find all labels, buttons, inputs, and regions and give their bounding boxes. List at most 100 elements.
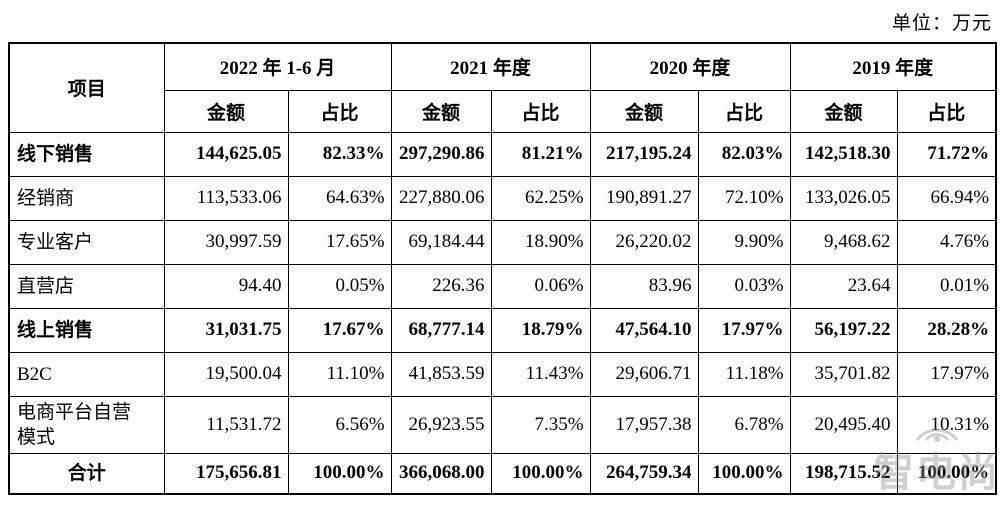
ratio-cell: 18.90% [490,219,591,265]
ratio-cell: 0.03% [697,263,791,309]
amount-cell: 47,564.10 [589,307,699,353]
table-row: 合计 175,656.81 100.00% 366,068.00 100.00% 264,… [8,452,997,495]
amount-cell: 83.96 [589,263,699,309]
item-column-header: 项目 [8,42,165,133]
period-header-2021: 2021 年度 [390,42,591,91]
ratio-cell: 81.21% [490,131,591,177]
ratio-header: 占比 [287,89,392,133]
ratio-cell: 17.65% [287,219,392,265]
amount-cell: 297,290.86 [390,131,492,177]
table-row: 电商平台自营模式 11,531.72 6.56% 26,923.55 7.35% 17,9… [8,395,997,454]
amount-cell: 17,957.38 [589,395,699,454]
ratio-cell: 6.56% [287,395,392,454]
row-item-label: 电商平台自营模式 [8,395,165,454]
period-header-2020: 2020 年度 [589,42,791,91]
period-header-2019: 2019 年度 [789,42,997,91]
amount-header: 金额 [589,89,699,133]
amount-cell: 264,759.34 [589,452,699,495]
amount-cell: 19,500.04 [163,351,289,397]
amount-cell: 26,220.02 [589,219,699,265]
ratio-cell: 4.76% [896,219,997,265]
table-body: 线下销售 144,625.05 82.33% 297,290.86 81.21% 217,… [8,131,997,495]
header-group-row: 项目 2022 年 1-6 月 2021 年度 2020 年度 2019 年度 [8,42,997,133]
ratio-cell: 64.63% [287,175,392,221]
ratio-cell: 82.33% [287,131,392,177]
ratio-cell: 10.31% [896,395,997,454]
ratio-cell: 17.67% [287,307,392,353]
ratio-cell: 9.90% [697,219,791,265]
sales-breakdown-table: 项目 2022 年 1-6 月 2021 年度 2020 年度 2019 年度 … [8,42,998,495]
ratio-cell: 17.97% [697,307,791,353]
amount-cell: 35,701.82 [789,351,898,397]
ratio-cell: 82.03% [697,131,791,177]
amount-cell: 20,495.40 [789,395,898,454]
amount-cell: 198,715.52 [789,452,898,495]
amount-cell: 11,531.72 [163,395,289,454]
table-header: 项目 2022 年 1-6 月 2021 年度 2020 年度 2019 年度 … [8,42,997,133]
ratio-cell: 11.18% [697,351,791,397]
amount-cell: 142,518.30 [789,131,898,177]
amount-cell: 31,031.75 [163,307,289,353]
row-item-label: 直营店 [8,263,165,309]
ratio-header: 占比 [490,89,591,133]
table-row: 线下销售 144,625.05 82.33% 297,290.86 81.21% 217,… [8,131,997,177]
amount-cell: 226.36 [390,263,492,309]
unit-label: 单位：万元 [891,13,992,34]
ratio-cell: 18.79% [490,307,591,353]
amount-cell: 9,468.62 [789,219,898,265]
amount-cell: 41,853.59 [390,351,492,397]
ratio-cell: 28.28% [896,307,997,353]
ratio-header: 占比 [896,89,997,133]
amount-cell: 190,891.27 [589,175,699,221]
ratio-cell: 62.25% [490,175,591,221]
ratio-cell: 72.10% [697,175,791,221]
amount-cell: 68,777.14 [390,307,492,353]
amount-header: 金额 [390,89,492,133]
amount-cell: 366,068.00 [390,452,492,495]
table-row: 经销商 113,533.06 64.63% 227,880.06 62.25% 190,8… [8,175,997,221]
row-item-label: 线上销售 [8,307,165,353]
amount-cell: 30,997.59 [163,219,289,265]
ratio-cell: 7.35% [490,395,591,454]
amount-cell: 26,923.55 [390,395,492,454]
amount-cell: 227,880.06 [390,175,492,221]
amount-cell: 113,533.06 [163,175,289,221]
row-item-label: 线下销售 [8,131,165,177]
ratio-cell: 100.00% [490,452,591,495]
ratio-header: 占比 [697,89,791,133]
table-row: 直营店 94.40 0.05% 226.36 0.06% 83.96 0.03% 23.64 0… [8,263,997,309]
row-item-label: 合计 [8,452,165,495]
row-item-label: B2C [8,351,165,397]
ratio-cell: 11.43% [490,351,591,397]
table-row: B2C 19,500.04 11.10% 41,853.59 11.43% 29,606.… [8,351,997,397]
amount-cell: 133,026.05 [789,175,898,221]
table-row: 线上销售 31,031.75 17.67% 68,777.14 18.79% 47,564… [8,307,997,353]
table-row: 专业客户 30,997.59 17.65% 69,184.44 18.90% 26,220… [8,219,997,265]
amount-cell: 23.64 [789,263,898,309]
amount-cell: 175,656.81 [163,452,289,495]
amount-cell: 69,184.44 [390,219,492,265]
row-item-label: 专业客户 [8,219,165,265]
ratio-cell: 100.00% [896,452,997,495]
header-sub-row: 金额 占比 金额 占比 金额 占比 金额 占比 [9,89,997,133]
amount-cell: 29,606.71 [589,351,699,397]
period-header-2022: 2022 年 1-6 月 [163,42,392,91]
ratio-cell: 100.00% [697,452,791,495]
row-item-label: 经销商 [8,175,165,221]
ratio-cell: 0.06% [490,263,591,309]
amount-header: 金额 [789,89,898,133]
amount-cell: 144,625.05 [163,131,289,177]
ratio-cell: 6.78% [697,395,791,454]
amount-cell: 217,195.24 [589,131,699,177]
ratio-cell: 0.01% [896,263,997,309]
ratio-cell: 11.10% [287,351,392,397]
ratio-cell: 66.94% [896,175,997,221]
ratio-cell: 100.00% [287,452,392,495]
amount-cell: 56,197.22 [789,307,898,353]
ratio-cell: 71.72% [896,131,997,177]
amount-header: 金额 [163,89,289,133]
ratio-cell: 0.05% [287,263,392,309]
amount-cell: 94.40 [163,263,289,309]
ratio-cell: 17.97% [896,351,997,397]
